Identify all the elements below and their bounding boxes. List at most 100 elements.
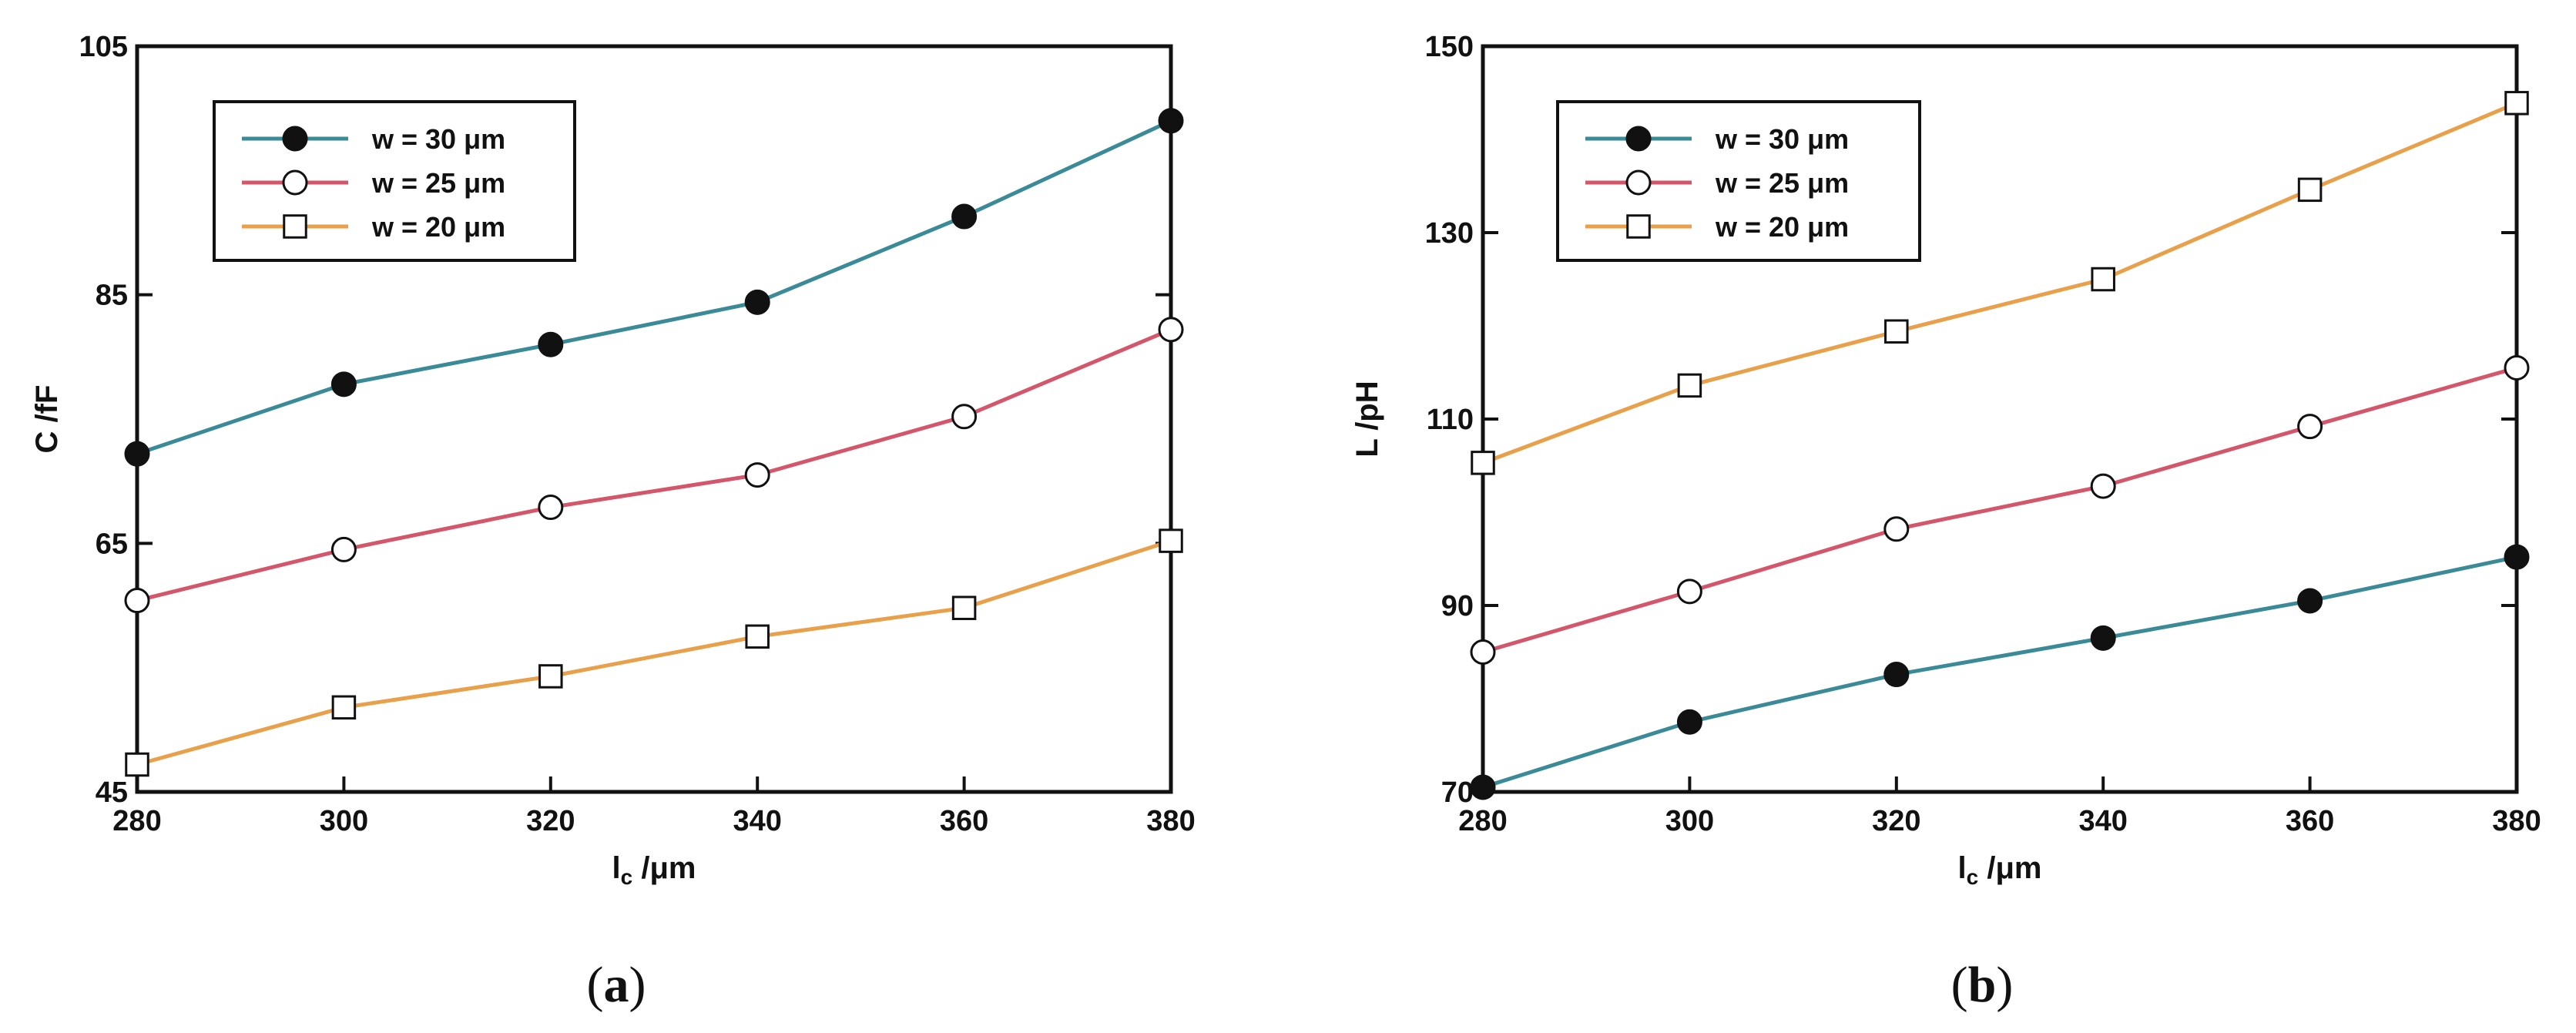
x-tick-label: 320 bbox=[526, 805, 575, 837]
data-point-open-square bbox=[283, 214, 307, 239]
data-point-open-circle bbox=[330, 536, 357, 562]
legend-item: w = 30 μm bbox=[1585, 123, 1849, 155]
data-point-open-square bbox=[745, 624, 770, 649]
legend-label: w = 30 μm bbox=[1715, 123, 1849, 155]
data-point-filled-circle bbox=[2297, 588, 2323, 614]
panel-label: (a) bbox=[587, 957, 646, 1013]
series-open-square bbox=[125, 528, 1183, 777]
data-point-open-circle bbox=[282, 169, 308, 196]
data-point-open-square bbox=[1884, 319, 1909, 344]
legend-item: w = 20 μm bbox=[1585, 211, 1849, 243]
data-point-filled-circle bbox=[951, 203, 978, 230]
x-tick-label: 280 bbox=[1458, 805, 1507, 837]
data-point-filled-circle bbox=[538, 331, 564, 357]
legend: w = 30 μm w = 25 μm w = 20 μm bbox=[1556, 100, 1921, 262]
data-point-open-square bbox=[1626, 214, 1651, 239]
x-axis-label: lc /μm bbox=[612, 851, 696, 889]
y-tick-label: 105 bbox=[79, 31, 128, 63]
x-tick-label: 320 bbox=[1872, 805, 1920, 837]
data-point-open-circle bbox=[124, 588, 150, 614]
series-line bbox=[1482, 101, 2517, 465]
series-open-circle bbox=[124, 317, 1184, 614]
x-tick-label: 340 bbox=[733, 805, 781, 837]
y-tick-label: 150 bbox=[1425, 31, 1474, 63]
data-point-filled-circle bbox=[2504, 544, 2530, 570]
data-point-open-square bbox=[951, 595, 977, 620]
x-tick-label: 280 bbox=[112, 805, 161, 837]
data-point-open-square bbox=[1677, 373, 1702, 398]
series-layer bbox=[1470, 91, 2530, 800]
legend-label: w = 25 μm bbox=[1715, 167, 1849, 199]
y-axis: 45 65 85 105 bbox=[79, 31, 1171, 809]
legend: w = 30 μm w = 25 μm w = 20 μm bbox=[213, 100, 576, 262]
series-filled-circle bbox=[124, 108, 1184, 467]
series-open-square bbox=[1471, 91, 2529, 475]
data-point-open-circle bbox=[744, 462, 770, 488]
x-tick-label: 300 bbox=[320, 805, 368, 837]
y-tick-label: 110 bbox=[1427, 404, 1474, 436]
data-point-filled-circle bbox=[1883, 662, 1910, 688]
data-point-open-square bbox=[1159, 528, 1183, 553]
data-point-filled-circle bbox=[1470, 774, 1496, 800]
data-point-open-circle bbox=[2297, 414, 2323, 440]
data-point-open-square bbox=[538, 664, 563, 689]
x-tick-label: 380 bbox=[2492, 805, 2541, 837]
series-line bbox=[136, 538, 1172, 766]
legend-item: w = 20 μm bbox=[242, 211, 505, 243]
series-line bbox=[136, 119, 1172, 456]
data-point-filled-circle bbox=[124, 441, 150, 467]
y-tick-label: 65 bbox=[96, 528, 128, 560]
legend-item: w = 25 μm bbox=[1585, 167, 1849, 199]
data-point-open-square bbox=[1471, 451, 1495, 475]
data-point-filled-circle bbox=[1676, 709, 1702, 735]
data-point-filled-circle bbox=[282, 126, 308, 152]
data-point-open-circle bbox=[2090, 473, 2116, 499]
panel-label: (b) bbox=[1951, 957, 2014, 1013]
x-tick-label: 300 bbox=[1665, 805, 1714, 837]
data-point-open-square bbox=[2504, 91, 2529, 116]
y-tick-label: 85 bbox=[96, 280, 128, 312]
data-point-open-circle bbox=[1883, 516, 1910, 542]
legend-item: w = 25 μm bbox=[242, 167, 505, 199]
y-axis: 70 90 110 130 150 bbox=[1425, 31, 2517, 809]
data-point-open-circle bbox=[2504, 354, 2530, 381]
data-point-open-circle bbox=[1158, 317, 1184, 343]
y-tick-label: 45 bbox=[96, 776, 128, 809]
legend-label: w = 20 μm bbox=[371, 211, 505, 243]
y-tick-label: 90 bbox=[1441, 590, 1474, 622]
data-point-filled-circle bbox=[1158, 108, 1184, 134]
data-point-open-square bbox=[2297, 177, 2323, 203]
series-open-circle bbox=[1470, 354, 2530, 665]
x-axis: 280 300 320 340 360 380 bbox=[1458, 776, 2541, 837]
y-tick-label: 70 bbox=[1441, 776, 1474, 809]
data-point-open-square bbox=[125, 752, 149, 777]
legend-label: w = 20 μm bbox=[1715, 211, 1849, 243]
legend-item: w = 30 μm bbox=[242, 123, 505, 155]
data-point-open-circle bbox=[1676, 579, 1702, 605]
x-tick-label: 360 bbox=[2286, 805, 2334, 837]
legend-label: w = 30 μm bbox=[371, 123, 505, 155]
legend-label: w = 25 μm bbox=[371, 167, 505, 199]
data-point-open-circle bbox=[1470, 639, 1496, 665]
plot-frame bbox=[135, 44, 1173, 794]
series-line bbox=[1482, 366, 2517, 654]
x-tick-label: 380 bbox=[1146, 805, 1195, 837]
data-point-open-circle bbox=[951, 404, 978, 430]
data-point-filled-circle bbox=[330, 371, 357, 397]
x-axis: 280 300 320 340 360 380 bbox=[112, 776, 1196, 837]
data-point-open-square bbox=[331, 695, 357, 720]
x-tick-label: 360 bbox=[940, 805, 988, 837]
series-line bbox=[136, 327, 1172, 602]
y-axis-label: C /fF bbox=[30, 385, 64, 454]
series-filled-circle bbox=[1470, 544, 2530, 800]
data-point-open-square bbox=[2091, 267, 2115, 292]
data-point-filled-circle bbox=[744, 289, 770, 315]
panel-b: 70 90 110 130 150 280 300 320 340 360 380 w = 30 … bbox=[1350, 31, 2541, 1013]
data-point-open-circle bbox=[538, 495, 564, 521]
data-point-filled-circle bbox=[2090, 625, 2116, 651]
x-axis-label: lc /μm bbox=[1958, 851, 2042, 889]
x-tick-label: 340 bbox=[2078, 805, 2127, 837]
series-layer bbox=[124, 108, 1184, 777]
